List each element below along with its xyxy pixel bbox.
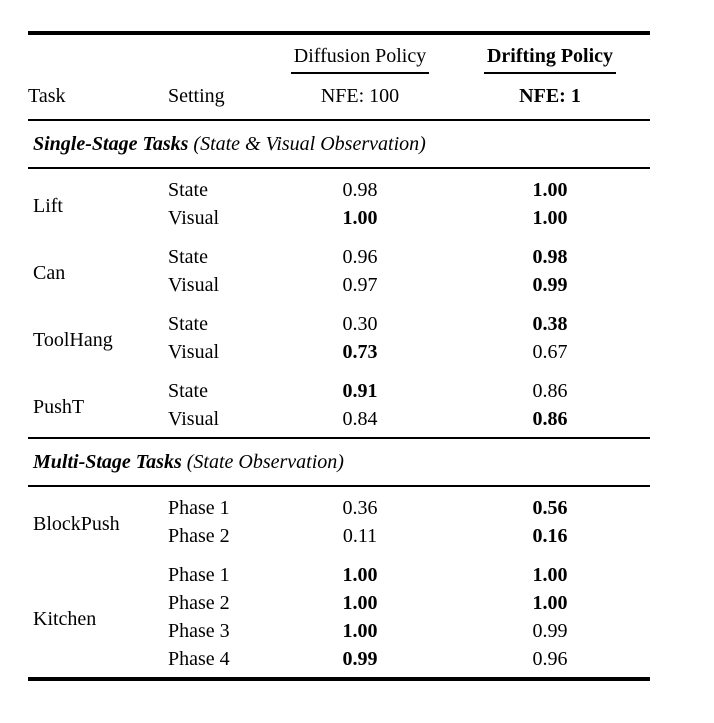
setting-cell: Visual — [168, 207, 220, 229]
task-cell: Kitchen — [33, 608, 97, 630]
diffusion-value: 0.98 — [342, 179, 378, 201]
task-column-header: Task — [28, 74, 168, 121]
results-table: Diffusion Policy Drifting Policy Task Se… — [28, 31, 650, 681]
drifting-value: 0.56 — [532, 497, 568, 519]
setting-cell: State — [168, 179, 208, 201]
section-header-row: Multi-Stage Tasks (State Observation) — [28, 437, 650, 487]
table-row: PushT State 0.91 0.86 — [28, 370, 650, 418]
method-header-row: Diffusion Policy Drifting Policy — [28, 33, 650, 74]
section-title: Multi-Stage Tasks — [33, 451, 182, 473]
table-row: Visual 0.97 0.99 — [28, 271, 650, 303]
drifting-value: 1.00 — [532, 564, 568, 586]
diffusion-value: 0.99 — [342, 648, 378, 670]
diffusion-value: 1.00 — [342, 207, 378, 229]
setting-cell: Visual — [168, 341, 220, 363]
drifting-policy-label: Drifting Policy — [483, 43, 617, 74]
section-single-stage: Single-Stage Tasks (State & Visual Obser… — [28, 120, 650, 169]
setting-cell: State — [168, 246, 208, 268]
header-spacer-cell — [28, 33, 168, 74]
drifting-value: 0.67 — [532, 341, 568, 363]
drifting-value: 0.38 — [532, 313, 568, 335]
table-row: Phase 3 1.00 0.99 — [28, 617, 650, 645]
diffusion-value: 0.84 — [342, 408, 378, 430]
drifting-value: 0.16 — [532, 525, 568, 547]
drifting-value: 0.86 — [532, 380, 568, 402]
drifting-value: 1.00 — [532, 179, 568, 201]
diffusion-value: 0.36 — [342, 497, 378, 519]
section-subtitle: (State & Visual Observation) — [188, 133, 426, 155]
setting-cell: State — [168, 380, 208, 402]
drifting-nfe-header: NFE: 1 — [450, 74, 650, 121]
table-row: Phase 4 0.99 0.96 — [28, 645, 650, 679]
section-header-cell: Single-Stage Tasks (State & Visual Obser… — [28, 120, 650, 169]
setting-cell: Phase 2 — [168, 592, 230, 614]
table-row: Phase 2 1.00 1.00 — [28, 589, 650, 617]
task-group-kitchen: Kitchen Phase 1 1.00 1.00 Phase 2 1.00 1… — [28, 554, 650, 679]
table-row: Visual 0.73 0.67 — [28, 338, 650, 370]
diffusion-value: 0.96 — [342, 246, 378, 268]
section-header-cell: Multi-Stage Tasks (State Observation) — [28, 437, 650, 487]
task-cell: PushT — [33, 396, 85, 418]
drifting-value: 0.96 — [532, 648, 568, 670]
diffusion-value: 0.97 — [342, 274, 378, 296]
diffusion-value: 0.30 — [342, 313, 378, 335]
setting-cell: Phase 3 — [168, 620, 230, 642]
diffusion-value: 1.00 — [342, 620, 378, 642]
diffusion-nfe-header: NFE: 100 — [270, 74, 450, 121]
setting-cell: Phase 1 — [168, 564, 230, 586]
drifting-value: 0.98 — [532, 246, 568, 268]
drifting-value: 0.99 — [532, 274, 568, 296]
section-multi-stage: Multi-Stage Tasks (State Observation) — [28, 437, 650, 487]
task-cell: Lift — [33, 195, 63, 217]
drifting-value: 0.99 — [532, 620, 568, 642]
diffusion-value: 1.00 — [342, 564, 378, 586]
column-header-row: Task Setting NFE: 100 NFE: 1 — [28, 74, 650, 121]
task-group-can: Can State 0.96 0.98 Visual 0.97 0.99 — [28, 236, 650, 303]
setting-column-header: Setting — [168, 74, 270, 121]
table-row: Phase 2 0.11 0.16 — [28, 522, 650, 554]
setting-cell: State — [168, 313, 208, 335]
diffusion-value: 0.91 — [342, 380, 378, 402]
diffusion-policy-header-cell: Diffusion Policy — [270, 33, 450, 74]
setting-cell: Visual — [168, 274, 220, 296]
diffusion-value: 0.11 — [342, 525, 378, 547]
diffusion-value: 1.00 — [342, 592, 378, 614]
task-group-blockpush: BlockPush Phase 1 0.36 0.56 Phase 2 0.11… — [28, 486, 650, 554]
table-row: BlockPush Phase 1 0.36 0.56 — [28, 486, 650, 535]
diffusion-value: 0.73 — [342, 341, 378, 363]
table-row: Lift State 0.98 1.00 — [28, 168, 650, 217]
header-spacer-cell — [168, 33, 270, 74]
table-row: Visual 1.00 1.00 — [28, 204, 650, 236]
task-cell: Can — [33, 262, 66, 284]
drifting-policy-header-cell: Drifting Policy — [450, 33, 650, 74]
setting-cell: Phase 4 — [168, 648, 230, 670]
task-cell: ToolHang — [33, 329, 113, 351]
section-title: Single-Stage Tasks — [33, 133, 189, 155]
table-row: ToolHang State 0.30 0.38 — [28, 303, 650, 351]
diffusion-policy-label: Diffusion Policy — [290, 43, 430, 74]
setting-cell: Phase 1 — [168, 497, 230, 519]
drifting-value: 0.86 — [532, 408, 568, 430]
table-row: Can State 0.96 0.98 — [28, 236, 650, 284]
task-group-lift: Lift State 0.98 1.00 Visual 1.00 1.00 — [28, 168, 650, 236]
task-group-pusht: PushT State 0.91 0.86 Visual 0.84 0.86 — [28, 370, 650, 438]
section-subtitle: (State Observation) — [181, 451, 344, 473]
table-row: Visual 0.84 0.86 — [28, 405, 650, 438]
task-cell: BlockPush — [33, 513, 120, 535]
setting-cell: Phase 2 — [168, 525, 230, 547]
table-row: Kitchen Phase 1 1.00 1.00 — [28, 554, 650, 630]
drifting-value: 1.00 — [532, 207, 568, 229]
section-header-row: Single-Stage Tasks (State & Visual Obser… — [28, 120, 650, 169]
table-header: Diffusion Policy Drifting Policy Task Se… — [28, 33, 650, 121]
task-group-toolhang: ToolHang State 0.30 0.38 Visual 0.73 0.6… — [28, 303, 650, 370]
drifting-value: 1.00 — [532, 592, 568, 614]
setting-cell: Visual — [168, 408, 220, 430]
